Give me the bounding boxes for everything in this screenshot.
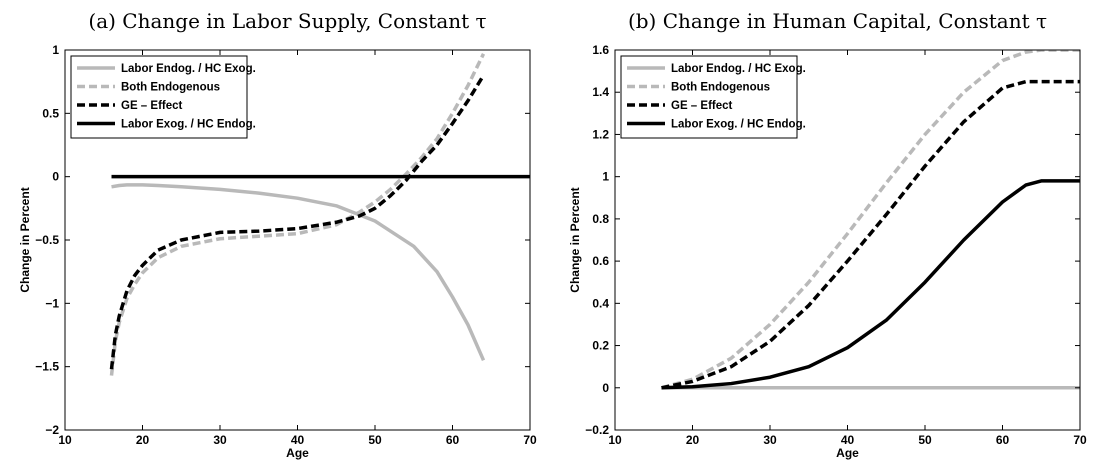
- chart-0-xtick-label: 50: [368, 433, 382, 447]
- chart-0-xtick-label: 30: [213, 433, 227, 447]
- chart-1-xtick-label: 70: [1073, 433, 1087, 447]
- chart-0-legend-label-2: GE – Effect: [121, 100, 183, 112]
- chart-0-series: [109, 53, 530, 376]
- chart-0-legend-label-0: Labor Endog. / HC Exog.: [121, 63, 256, 75]
- chart-0: (a) Change in Labor Supply, Constant τ10…: [18, 9, 537, 460]
- chart-0-xtick-label: 10: [58, 433, 72, 447]
- chart-0-ytick-label: 0: [52, 170, 59, 184]
- chart-1-ytick-label: 0.4: [592, 296, 609, 310]
- chart-1-series-line-3: [661, 179, 1080, 390]
- chart-1-ytick-label: −0.2: [585, 423, 609, 437]
- chart-1-legend-label-2: GE – Effect: [671, 100, 733, 112]
- chart-1-xtick-label: 40: [841, 433, 855, 447]
- chart-0-series-line-2: [109, 74, 485, 370]
- chart-0-xtick-label: 20: [136, 433, 150, 447]
- chart-1-xtick-label: 20: [686, 433, 700, 447]
- chart-1-xtick-label: 10: [608, 433, 622, 447]
- chart-1-legend-label-0: Labor Endog. / HC Exog.: [671, 63, 806, 75]
- chart-0-series-line-0: [111, 183, 486, 362]
- chart-0-ytick-label: −1: [45, 296, 59, 310]
- chart-1-ytick-label: 0: [602, 381, 609, 395]
- chart-1-legend-label-1: Both Endogenous: [671, 82, 770, 94]
- chart-0-ytick-label: 0.5: [42, 106, 59, 120]
- chart-0-ytick-label: 1: [52, 43, 59, 57]
- chart-1-ytick-label: 0.8: [592, 212, 609, 226]
- chart-0-legend-label-3: Labor Exog. / HC Endog.: [121, 119, 256, 131]
- chart-1-ytick-label: 0.2: [592, 339, 609, 353]
- chart-0-legend-label-1: Both Endogenous: [121, 82, 220, 94]
- chart-0-legend: Labor Endog. / HC Exog. Both Endogenous GE…: [70, 55, 256, 139]
- chart-1-xtick-label: 30: [763, 433, 777, 447]
- chart-0-series-line-1: [109, 53, 486, 376]
- chart-0-ytick-label: −0.5: [35, 233, 59, 247]
- chart-1-xlabel: Age: [836, 446, 859, 460]
- chart-0-ylabel: Change in Percent: [18, 187, 32, 292]
- chart-1-legend-label-3: Labor Exog. / HC Endog.: [671, 119, 806, 131]
- chart-1-ytick-label: 1.4: [592, 85, 609, 99]
- chart-0-title: (a) Change in Labor Supply, Constant τ: [88, 9, 486, 33]
- chart-0-xtick-label: 70: [523, 433, 537, 447]
- chart-1-title: (b) Change in Human Capital, Constant τ: [628, 9, 1047, 33]
- chart-1-series-line-1: [661, 50, 1080, 390]
- chart-1-xtick-label: 60: [996, 433, 1010, 447]
- chart-1-xtick-label: 50: [918, 433, 932, 447]
- chart-1-legend: Labor Endog. / HC Exog. Both Endogenous GE…: [620, 55, 806, 139]
- chart-0-xtick-label: 40: [291, 433, 305, 447]
- chart-1-ytick-label: 1: [602, 170, 609, 184]
- chart-0-xlabel: Age: [286, 446, 309, 460]
- chart-1-series-line-2: [661, 79, 1080, 390]
- chart-0-xtick-label: 60: [446, 433, 460, 447]
- chart-1: (b) Change in Human Capital, Constant τ 1…: [568, 9, 1087, 460]
- chart-1-ytick-label: 1.2: [592, 127, 609, 141]
- chart-1-ytick-label: 0.6: [592, 254, 609, 268]
- chart-1-ylabel: Change in Percent: [568, 187, 582, 292]
- chart-1-ytick-label: 1.6: [592, 43, 609, 57]
- chart-1-series: [661, 50, 1080, 390]
- chart-0-ytick-label: −1.5: [35, 360, 59, 374]
- chart-0-ytick-label: −2: [45, 423, 59, 437]
